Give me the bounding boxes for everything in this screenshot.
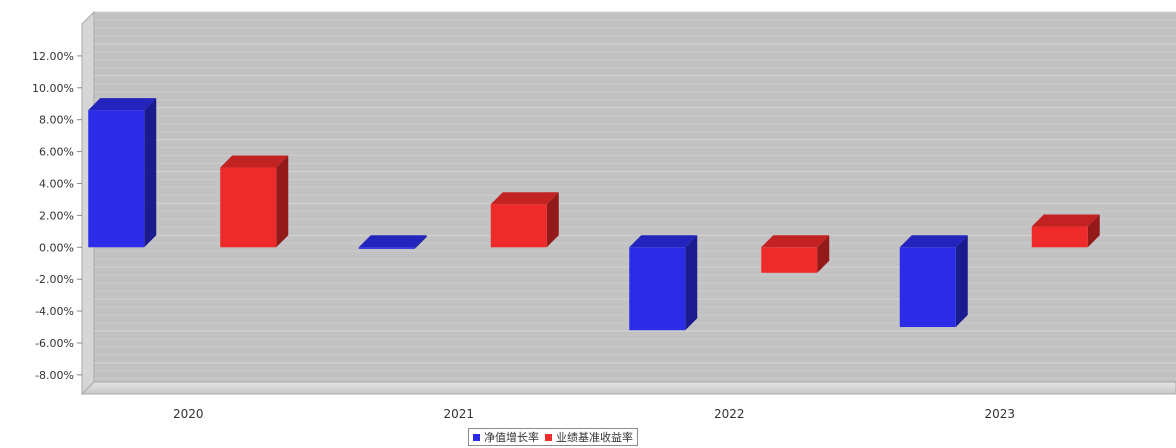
bar-front [629,247,686,331]
y-tick-label: 4.00% [39,177,74,190]
y-tick-label: 10.00% [32,82,74,95]
bar-side [414,235,427,249]
legend-swatch-nav-growth [473,433,480,441]
y-tick-label: -2.00% [35,273,74,286]
floor [80,381,1176,395]
bar-top [629,235,698,248]
y-tick-label: -6.00% [35,337,74,350]
legend-label-nav-growth: 净值增长率 [484,431,539,444]
y-tick-label: 0.00% [39,241,74,254]
bar-front [899,247,956,328]
bar-benchmark-2022 [761,235,830,273]
bar-side [817,235,830,273]
bars [88,98,1100,331]
legend-swatch-benchmark [545,433,552,441]
bar-benchmark-2020 [220,155,289,248]
bar-front [220,167,277,248]
y-tick-label: -8.00% [35,369,74,382]
y-tick-label: 8.00% [39,114,74,127]
bar-side [955,235,968,328]
bar-top [220,155,289,168]
bar-side [144,98,157,248]
bar-top [1031,214,1100,227]
x-tick-label: 2023 [984,407,1015,421]
x-tick-label: 2021 [443,407,474,421]
y-tick-label: 12.00% [32,50,74,63]
legend-item-nav-growth: 净值增长率 [473,429,539,445]
y-tick-label: 2.00% [39,209,74,222]
x-axis: 2020 2021 2022 2023 [173,407,1015,421]
bar-nav-growth-2022 [629,235,698,331]
x-tick-label: 2022 [714,407,745,421]
y-tick-label: 6.00% [39,146,74,159]
bar-top [490,192,559,205]
bar-top [899,235,968,248]
bar-side [1087,214,1100,248]
bar-side [276,155,289,248]
bar-nav-growth-2021 [358,235,427,249]
bar-side [546,192,559,248]
legend-label-benchmark: 业绩基准收益率 [556,431,633,444]
bar-top [761,235,830,248]
y-axis: 12.00% 10.00% 8.00% 6.00% 4.00% 2.00% 0.00% -2.… [32,50,82,382]
bar-benchmark-2023 [1031,214,1100,248]
bar-benchmark-2021 [490,192,559,248]
x-tick-label: 2020 [173,407,204,421]
bar-front [1031,226,1088,248]
bar-front [761,247,818,273]
bar-nav-growth-2023 [899,235,968,328]
legend: 净值增长率 业绩基准收益率 [468,428,638,446]
bar-front [490,204,547,248]
bar-front [358,247,415,249]
bar-front [88,110,145,248]
bar-side [685,235,698,331]
bar-nav-growth-2020 [88,98,157,248]
bar-top [358,235,427,248]
bar-top [88,98,157,111]
legend-item-benchmark: 业绩基准收益率 [545,429,633,445]
y-tick-label: -4.00% [35,305,74,318]
